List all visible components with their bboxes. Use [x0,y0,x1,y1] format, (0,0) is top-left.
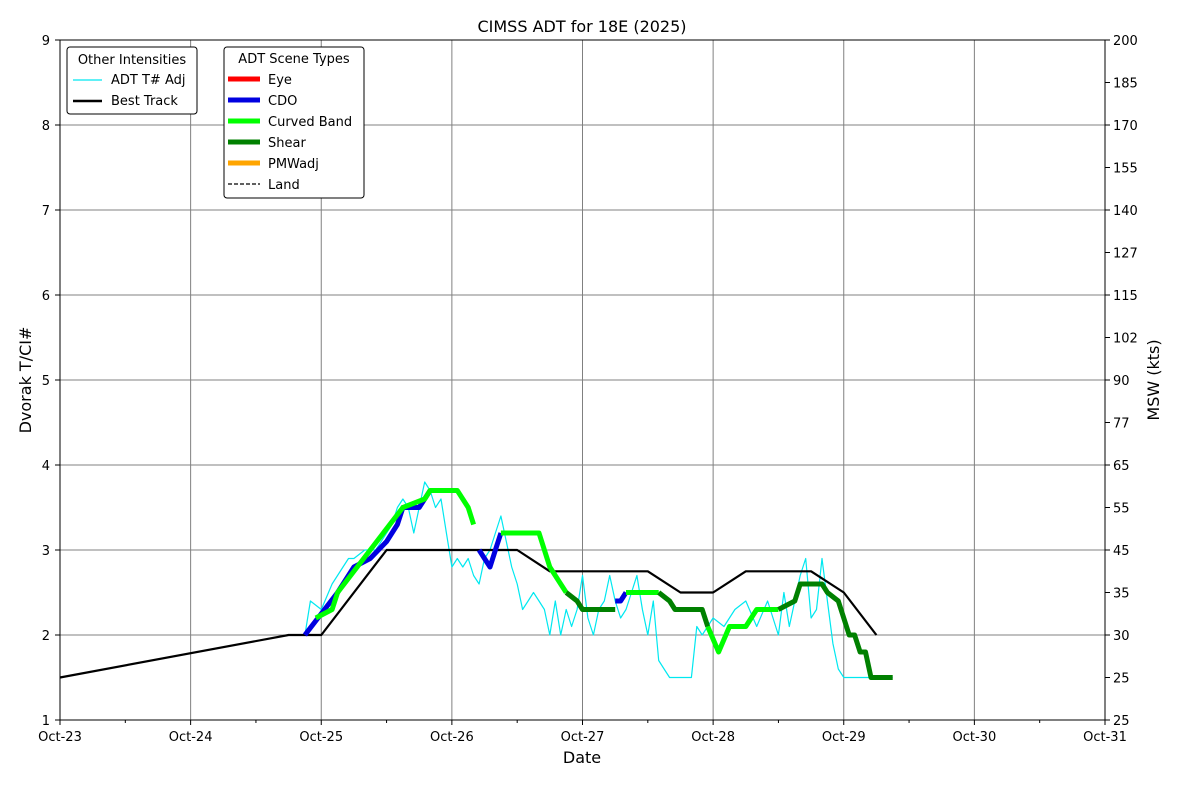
plot-series [59,481,893,680]
series-shear-line [657,590,711,628]
legend-pmwadj-label: PMWadj [268,157,319,172]
series-shear-line [564,590,616,612]
x-tick-label: Oct-31 [1083,730,1127,745]
x-axis-label: Date [563,748,601,767]
legend-other-intensities: Other Intensities ADT T# Adj Best Track [66,46,198,115]
x-tick-label: Oct-24 [169,730,213,745]
y2-tick-label: 25 [1113,672,1130,687]
y2-tick-label: 30 [1113,629,1130,644]
series-adt-t-adj-line [304,481,893,679]
x-tick-label: Oct-28 [691,730,735,745]
legend-shear-label: Shear [268,136,306,151]
y-tick-label: 7 [42,204,50,219]
y2-tick-label: 155 [1113,162,1138,177]
series-curved-band-line [500,530,569,594]
y2-tick-label: 140 [1113,204,1138,219]
y-tick-label: 6 [42,289,50,304]
x-tick-label: Oct-25 [299,730,343,745]
legend-land-label: Land [268,178,300,193]
y2-tick-label: 65 [1113,459,1130,474]
y-tick-label: 3 [42,544,50,559]
legend-besttrack-label: Best Track [111,94,178,109]
x-tick-label: Oct-30 [953,730,997,745]
x-tick-label: Oct-26 [430,730,474,745]
y2-tick-label: 90 [1113,374,1130,389]
y-tick-label: 2 [42,629,50,644]
y2-tick-label: 102 [1113,332,1138,347]
y-axis-label: Dvorak T/CI# [16,327,35,434]
series-curved-band-line [314,488,476,621]
grid-lines [60,40,1105,720]
legend-other-title: Other Intensities [78,53,187,68]
series-shear-line [777,581,893,680]
y2-tick-label: 185 [1113,77,1138,92]
legend-cdo-label: CDO [268,94,297,109]
y2-tick-label: 35 [1113,587,1130,602]
legend-eye-label: Eye [268,73,292,88]
legend-scene-title: ADT Scene Types [238,52,350,67]
y2-tick-label: 45 [1113,544,1130,559]
y-tick-label: 9 [42,34,50,49]
series-cdo-line [476,532,504,570]
x-tick-label: Oct-27 [561,730,605,745]
legend-other-box [66,46,198,115]
y-tick-label: 4 [42,459,50,474]
y2-tick-label: 200 [1113,34,1138,49]
legend-scene-box [223,46,365,199]
x-tick-label: Oct-29 [822,730,866,745]
series-curved-band-line [705,607,779,655]
y-tick-label: 1 [42,714,50,729]
y2-tick-label: 115 [1113,289,1138,304]
axis-ticks: Oct-23 Oct-24 Oct-25 Oct-26 Oct-27 Oct-28 Oct-… [38,34,1138,745]
chart-title: CIMSS ADT for 18E (2025) [477,17,686,36]
y-tick-label: 5 [42,374,50,389]
y2-tick-label: 170 [1113,119,1138,134]
series-cdo-line [615,591,629,604]
y2-tick-label: 25 [1113,714,1130,729]
legend-curvedband-label: Curved Band [268,115,352,130]
y2-tick-label: 77 [1113,417,1130,432]
y2-tick-label: 55 [1113,502,1130,517]
legend-scene-types: ADT Scene Types Eye CDO Curved Band Shea… [223,46,365,199]
y2-tick-label: 127 [1113,247,1138,262]
legend-adt-label: ADT T# Adj [111,73,185,88]
x-tick-label: Oct-23 [38,730,82,745]
y-tick-label: 8 [42,119,50,134]
y2-axis-label: MSW (kts) [1144,339,1163,420]
series-best-track-line [59,548,878,679]
